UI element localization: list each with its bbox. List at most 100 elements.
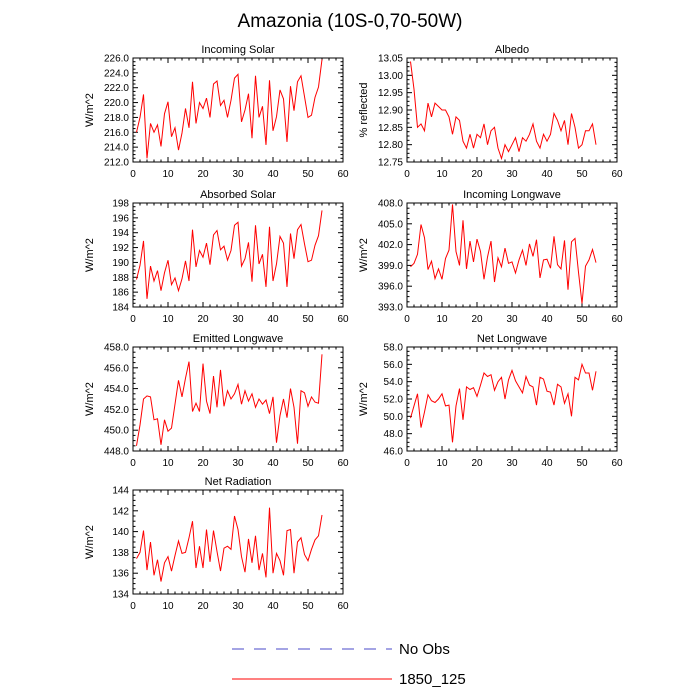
x-tick-label: 20: [197, 601, 209, 612]
y-tick-label: 458.0: [104, 343, 129, 354]
plot-frame: [132, 489, 344, 595]
y-tick-label: 448.0: [104, 447, 129, 458]
y-tick-label: 50.0: [384, 412, 404, 423]
y-tick-label: 186: [112, 288, 129, 299]
y-tick-label: 144: [112, 486, 129, 497]
x-tick-label: 60: [337, 601, 349, 612]
panels: Incoming Solar W/m^2 0 10 20 30 40 50 60 212.0 214…: [84, 44, 623, 612]
y-axis-label: W/m^2: [358, 238, 370, 272]
y-tick-label: 216.0: [104, 128, 129, 139]
panel-absorbed-solar: Absorbed Solar W/m^2 0 10 20 30 40 50 60 184 186 18…: [84, 189, 349, 325]
y-tick-label: 450.0: [104, 426, 129, 437]
panel-title: Incoming Longwave: [463, 189, 561, 201]
y-tick-label: 142: [112, 506, 129, 517]
x-tick-label: 60: [611, 314, 623, 325]
y-tick-label: 134: [112, 590, 129, 601]
x-tick-label: 40: [267, 458, 279, 469]
y-tick-label: 212.0: [104, 158, 129, 169]
y-tick-label: 12.85: [378, 123, 403, 134]
x-tick-label: 30: [232, 458, 244, 469]
y-tick-label: 454.0: [104, 384, 129, 395]
x-tick-label: 50: [302, 458, 314, 469]
y-tick-label: 192: [112, 243, 129, 254]
plot-frame: [132, 202, 344, 308]
x-tick-label: 60: [611, 458, 623, 469]
x-tick-label: 20: [471, 169, 483, 180]
legend: No Obs 1850_125: [232, 641, 466, 688]
x-tick-label: 0: [404, 458, 410, 469]
panel-net-longwave: Net Longwave W/m^2 0 10 20 30 40 50 60 46.0 48.0 50…: [358, 333, 623, 469]
panel-title: Net Longwave: [477, 333, 547, 345]
x-tick-label: 30: [506, 314, 518, 325]
y-tick-label: 196: [112, 213, 129, 224]
plot-frame: [406, 57, 618, 163]
y-tick-label: 214.0: [104, 143, 129, 154]
y-tick-label: 452.0: [104, 405, 129, 416]
x-tick-label: 50: [576, 314, 588, 325]
y-axis-label: W/m^2: [84, 525, 96, 559]
y-tick-label: 54.0: [384, 377, 404, 388]
x-tick-label: 0: [404, 169, 410, 180]
legend-label-no-obs: No Obs: [399, 641, 450, 658]
x-tick-label: 40: [267, 314, 279, 325]
y-tick-label: 405.0: [378, 219, 403, 230]
x-tick-label: 0: [130, 314, 136, 325]
y-tick-label: 12.80: [378, 140, 403, 151]
x-tick-label: 0: [404, 314, 410, 325]
panel-emitted-longwave: Emitted Longwave W/m^2 0 10 20 30 40 50 60 448.0 4…: [84, 333, 349, 469]
x-tick-label: 50: [302, 314, 314, 325]
y-tick-label: 188: [112, 273, 129, 284]
series-line-1850-125: [410, 362, 597, 443]
y-tick-label: 198: [112, 199, 129, 210]
y-tick-label: 184: [112, 303, 129, 314]
series-line-1850-125: [136, 507, 323, 582]
y-tick-label: 222.0: [104, 83, 129, 94]
x-tick-label: 40: [541, 458, 553, 469]
y-tick-label: 136: [112, 569, 129, 580]
panel-title: Absorbed Solar: [200, 189, 276, 201]
plot-frame: [406, 202, 618, 308]
x-tick-label: 40: [267, 169, 279, 180]
y-tick-label: 12.75: [378, 158, 403, 169]
x-tick-label: 40: [541, 169, 553, 180]
x-tick-label: 40: [541, 314, 553, 325]
y-tick-label: 56.0: [384, 360, 404, 371]
legend-label-1850-125: 1850_125: [399, 671, 466, 688]
x-tick-label: 60: [611, 169, 623, 180]
panel-title: Net Radiation: [205, 476, 272, 488]
y-tick-label: 218.0: [104, 113, 129, 124]
x-tick-label: 10: [436, 169, 448, 180]
x-tick-label: 0: [130, 601, 136, 612]
y-tick-label: 408.0: [378, 199, 403, 210]
y-tick-label: 393.0: [378, 303, 403, 314]
panel-title: Incoming Solar: [201, 44, 275, 56]
y-axis-label: W/m^2: [84, 382, 96, 416]
y-tick-label: 220.0: [104, 98, 129, 109]
y-tick-label: 58.0: [384, 343, 404, 354]
y-tick-label: 13.00: [378, 71, 403, 82]
x-tick-label: 10: [162, 458, 174, 469]
x-tick-label: 0: [130, 458, 136, 469]
panel-title: Emitted Longwave: [193, 333, 284, 345]
x-tick-label: 30: [232, 169, 244, 180]
y-tick-label: 224.0: [104, 68, 129, 79]
y-axis-label: W/m^2: [84, 238, 96, 272]
x-tick-label: 50: [576, 458, 588, 469]
x-tick-label: 20: [197, 314, 209, 325]
x-tick-label: 50: [576, 169, 588, 180]
series-line-1850-125: [410, 61, 597, 161]
x-tick-label: 60: [337, 169, 349, 180]
x-tick-label: 60: [337, 314, 349, 325]
y-tick-label: 194: [112, 228, 129, 239]
x-tick-label: 30: [506, 458, 518, 469]
x-tick-label: 20: [471, 458, 483, 469]
panel-title: Albedo: [495, 44, 529, 56]
y-tick-label: 190: [112, 258, 129, 269]
x-tick-label: 30: [232, 314, 244, 325]
x-tick-label: 30: [232, 601, 244, 612]
x-tick-label: 10: [162, 169, 174, 180]
series-line-1850-125: [410, 204, 597, 304]
y-tick-label: 12.95: [378, 88, 403, 99]
y-tick-label: 52.0: [384, 395, 404, 406]
x-tick-label: 50: [302, 601, 314, 612]
